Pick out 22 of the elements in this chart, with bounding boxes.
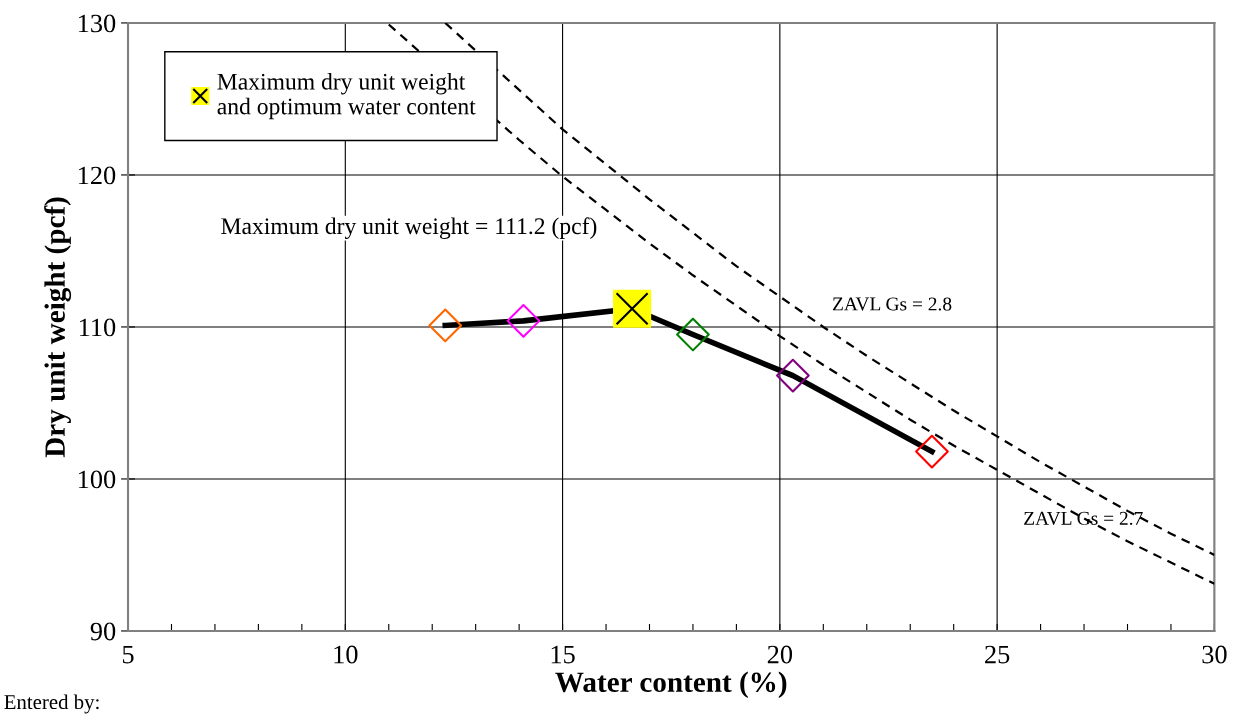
annotation: Maximum dry unit weight = 111.2 (pcf)	[221, 217, 597, 240]
y-tick-label: 130	[78, 14, 116, 33]
y-axis-title: Dry unit weight (pcf)	[44, 197, 72, 458]
point	[915, 434, 949, 469]
point	[676, 317, 710, 352]
point	[428, 308, 463, 343]
y-tick-label: 100	[78, 470, 116, 489]
y-tick-label: 120	[78, 166, 116, 185]
annotation: ZAVL Gs = 2.8	[832, 297, 952, 311]
x-tick-label: 20	[767, 645, 793, 664]
x-tick-label: 10	[334, 645, 358, 664]
x-axis-title: Water content (%)	[555, 671, 787, 699]
y-tick-label: 90	[90, 622, 116, 641]
x-tick-label: 25	[985, 645, 1010, 664]
x-tick-label: 15	[551, 645, 575, 664]
point	[776, 358, 810, 393]
legend-label: Maximum dry unit weight and optimum water content	[217, 73, 476, 120]
x-tick-label: 5	[122, 645, 134, 664]
y-tick-label: 110	[79, 318, 116, 337]
x-tick-label: 30	[1202, 645, 1227, 664]
point	[506, 304, 541, 338]
text: Entered by:	[4, 694, 99, 714]
